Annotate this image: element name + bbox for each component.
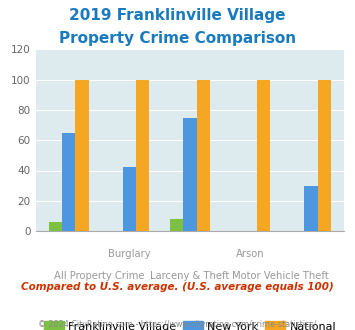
Bar [318, 80, 331, 231]
Bar [304, 185, 318, 231]
Text: Compared to U.S. average. (U.S. average equals 100): Compared to U.S. average. (U.S. average … [21, 282, 334, 292]
Text: Property Crime Comparison: Property Crime Comparison [59, 31, 296, 46]
Legend: Franklinville Village, New York, National: Franklinville Village, New York, Nationa… [39, 316, 340, 330]
Bar [257, 80, 271, 231]
Text: All Property Crime: All Property Crime [54, 271, 144, 281]
Bar [170, 219, 183, 231]
Text: Larceny & Theft: Larceny & Theft [150, 271, 230, 281]
Text: Motor Vehicle Theft: Motor Vehicle Theft [233, 271, 329, 281]
Bar [183, 117, 197, 231]
Text: 2019 Franklinville Village: 2019 Franklinville Village [69, 8, 286, 23]
Bar [123, 167, 136, 231]
Text: © 2024 CityRating.com - https://www.cityrating.com/crime-statistics/: © 2024 CityRating.com - https://www.city… [38, 320, 317, 329]
Text: Burglary: Burglary [108, 249, 151, 259]
Bar [49, 222, 62, 231]
Text: Arson: Arson [236, 249, 265, 259]
Bar [136, 80, 149, 231]
Bar [197, 80, 210, 231]
Bar [76, 80, 89, 231]
Bar [62, 133, 76, 231]
